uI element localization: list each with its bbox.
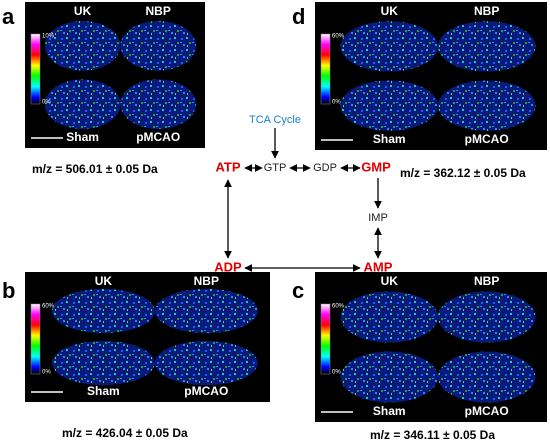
panel-letter: d [292,4,305,29]
panel-letter: c [292,278,304,303]
scale-min: 0% [332,370,341,376]
label-top-left: UK [381,4,399,18]
label-top-right: NBP [146,4,171,18]
scale-max: 60% [332,34,345,40]
image-background [25,272,270,402]
brain-section [340,80,438,131]
label-bottom-left: Sham [87,384,120,398]
label-bottom-right: pMCAO [465,404,509,418]
brain-section [154,340,258,386]
brain-section [437,291,536,343]
label-bottom-right: pMCAO [465,132,509,146]
image-background [25,2,205,148]
scale-min: 0% [42,100,51,106]
pathway-arrows [224,128,382,272]
pathway-node: GMP [361,159,391,174]
scale-max: 10% [42,34,55,40]
brain-section [437,80,536,131]
brain-section [120,20,196,71]
pathway-node: ATP [215,159,240,174]
image-background [315,2,547,150]
image-background [315,272,547,422]
brain-section [340,291,438,343]
caption: m/z = 426.04 ± 0.05 Da [62,426,188,440]
scale-min: 0% [332,100,341,106]
caption: m/z = 362.12 ± 0.05 Da [400,166,526,180]
color-scale [30,33,41,105]
label-top-right: NBP [474,274,499,288]
label-top-left: UK [74,4,92,18]
panel-letter: a [2,4,15,29]
label-top-left: UK [95,274,113,288]
pathway-node: TCA Cycle [249,114,301,126]
brain-section [44,79,121,130]
caption: m/z = 506.01 ± 0.05 Da [32,162,158,176]
color-scale [320,33,331,105]
color-scale [320,303,331,375]
brain-section [437,21,536,72]
pathway-node: GTP [264,162,287,174]
pathway-node: GDP [313,162,337,174]
pathway-node: AMP [364,259,393,274]
pathway-node: ADP [214,259,242,274]
panel-letter: b [2,278,15,303]
brain-section [437,351,536,403]
brain-section [51,340,155,386]
label-bottom-left: Sham [373,404,406,418]
label-bottom-left: Sham [66,130,99,144]
scale-min: 0% [42,370,51,376]
brain-section [44,20,121,71]
label-bottom-left: Sham [373,132,406,146]
brain-section [340,351,438,403]
label-top-right: NBP [194,274,219,288]
brain-section [154,288,258,334]
label-bottom-right: pMCAO [184,384,228,398]
label-bottom-right: pMCAO [136,130,180,144]
label-top-right: NBP [474,4,499,18]
caption: m/z = 346.11 ± 0.05 Da [370,428,495,442]
brain-section [120,79,196,130]
scale-max: 60% [332,304,345,310]
scale-max: 60% [42,304,55,310]
pathway-node: IMP [368,212,388,224]
brain-section [340,21,438,72]
color-scale [30,303,41,375]
label-top-left: UK [381,274,399,288]
brain-section [51,288,155,334]
